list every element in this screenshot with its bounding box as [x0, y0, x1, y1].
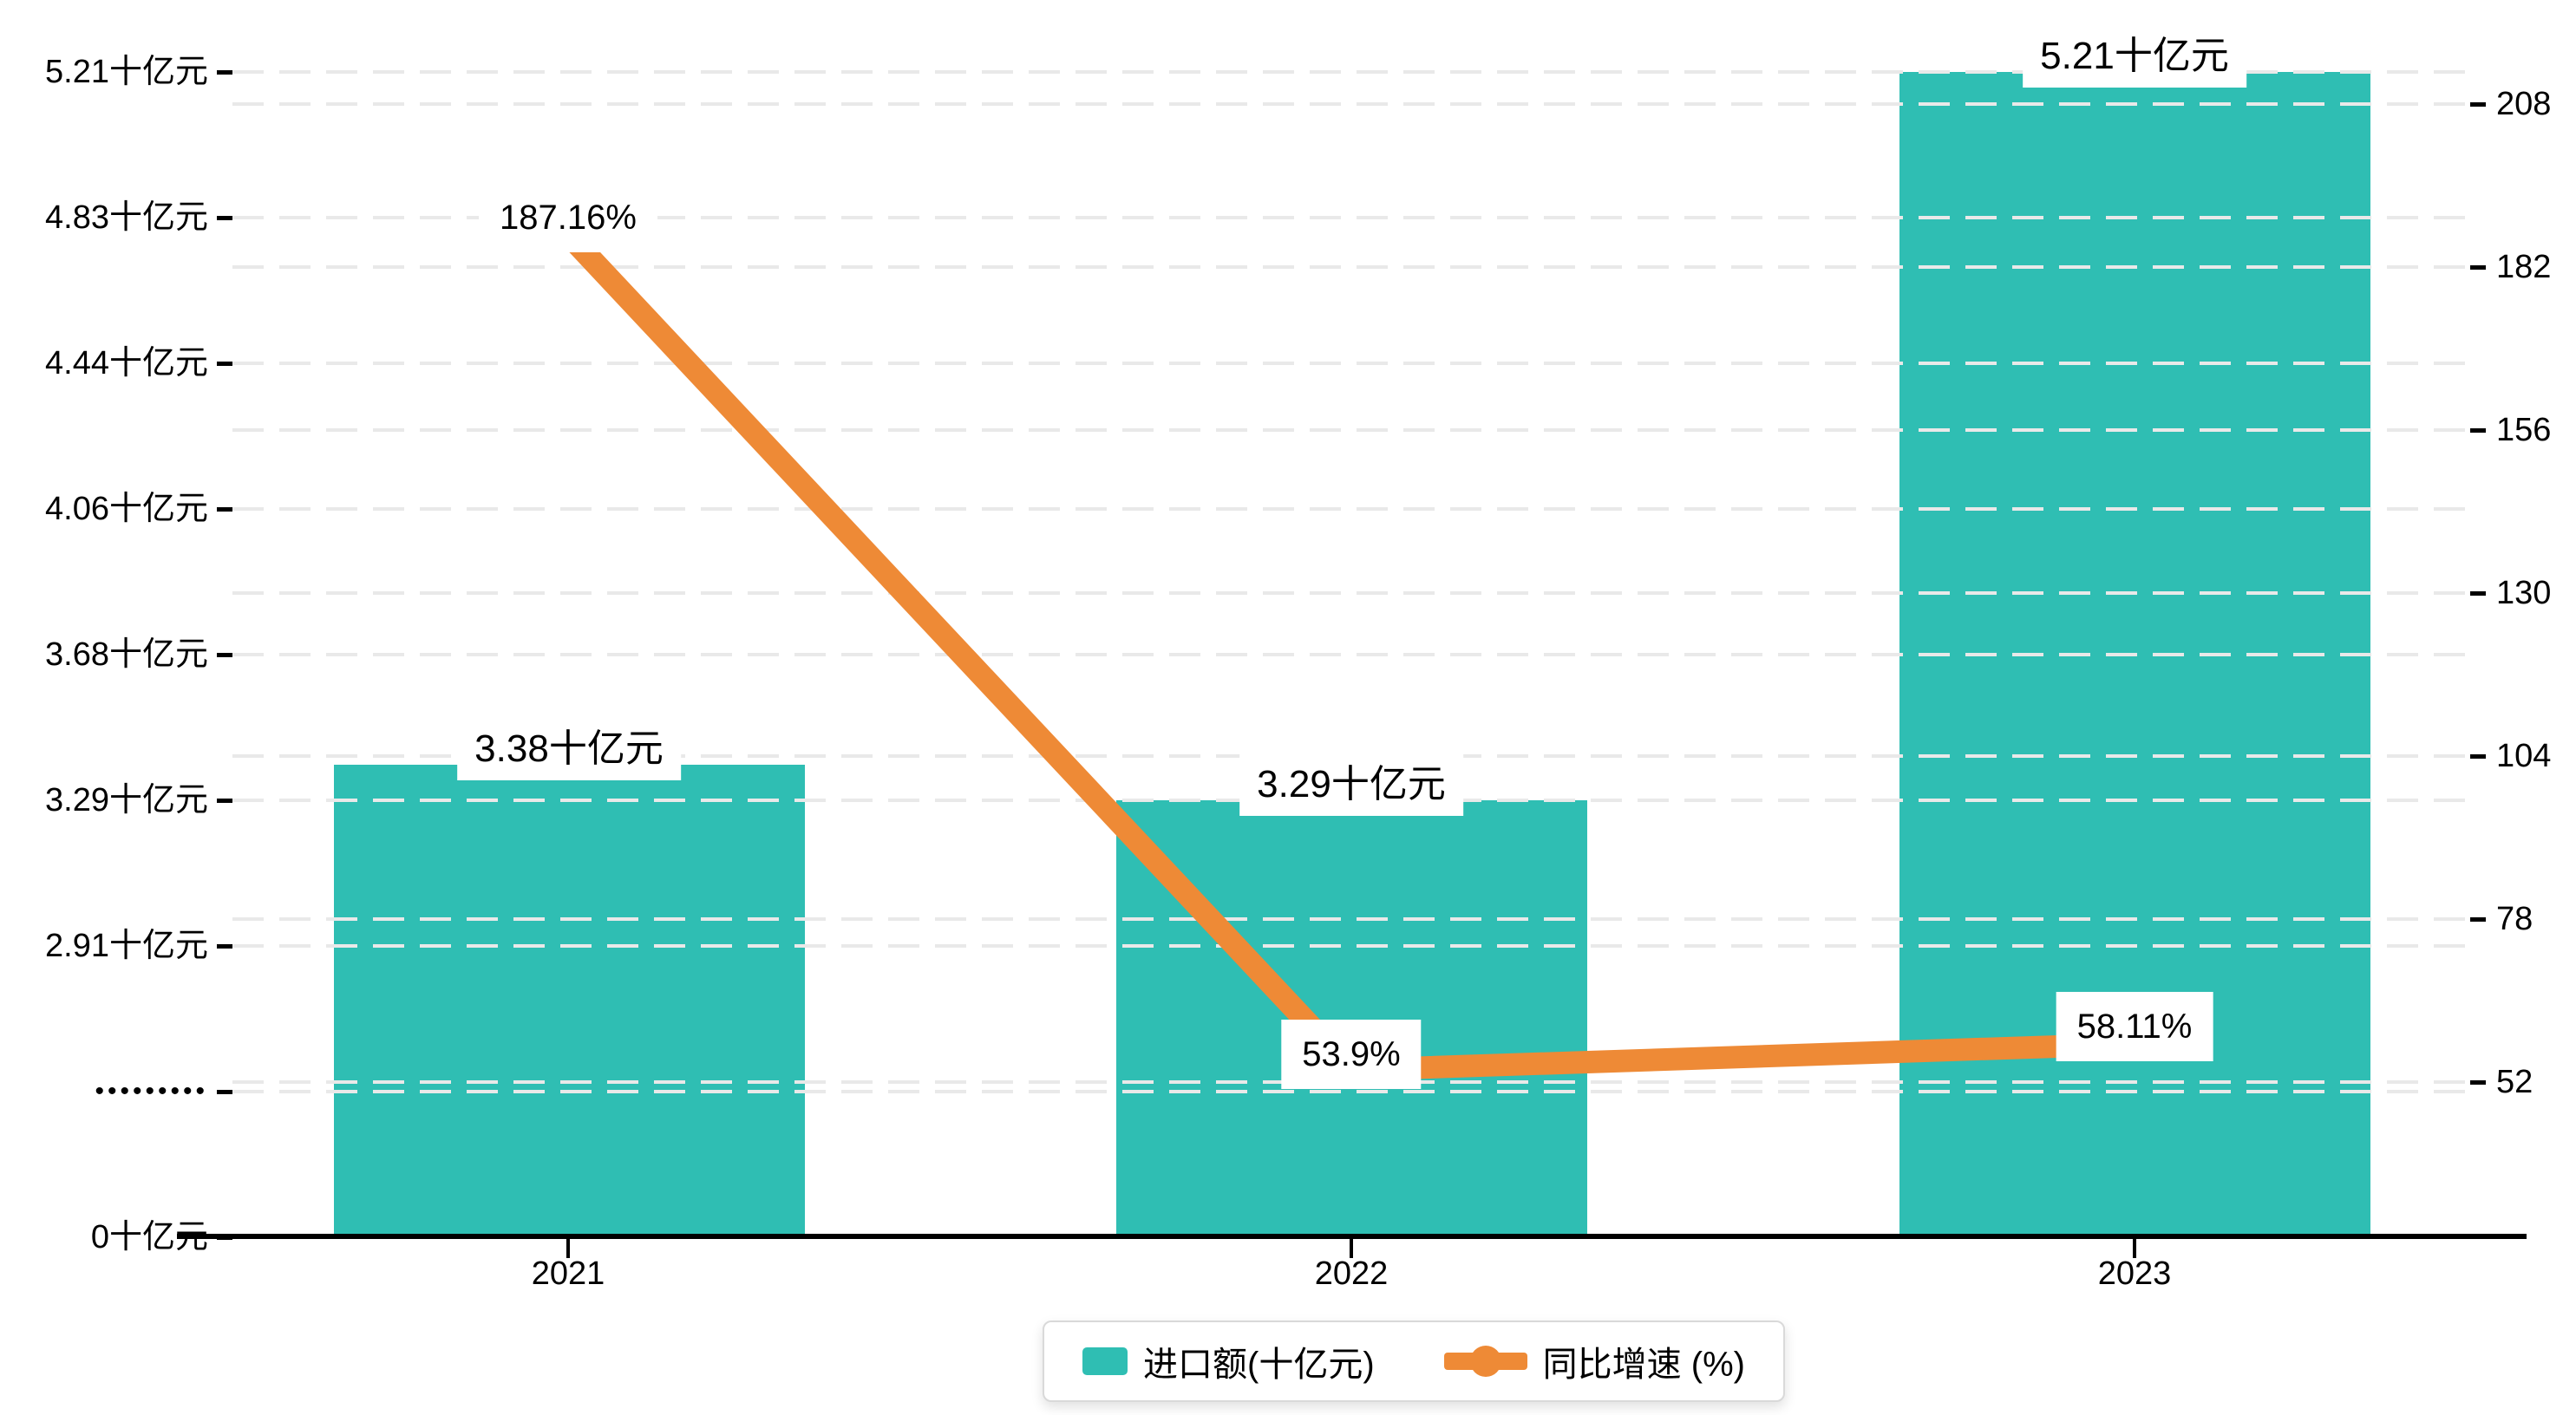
gridline-right-208 — [232, 102, 2474, 106]
right-axis-label-78: 78 — [2496, 901, 2534, 937]
x-tick-2023 — [2133, 1239, 2136, 1258]
right-tick — [2470, 428, 2486, 433]
right-tick — [2470, 591, 2486, 596]
x-label-2022: 2022 — [1314, 1255, 1389, 1292]
right-tick — [2470, 917, 2486, 922]
right-axis-label-156: 156 — [2496, 412, 2552, 448]
right-axis-label-130: 130 — [2496, 575, 2552, 611]
right-tick — [2470, 265, 2486, 270]
gridline-left-2.91 — [232, 944, 2474, 948]
left-axis-label-3.29: 3.29十亿元 — [45, 782, 208, 818]
gridline-left-5.21 — [232, 70, 2474, 74]
line-series-swatch-icon — [1443, 1344, 1527, 1379]
legend: 进口额(十亿元) 同比增速 (%) — [1043, 1320, 1785, 1402]
legend-item-import-value[interactable]: 进口额(十亿元) — [1082, 1336, 1375, 1386]
right-tick — [2470, 1080, 2486, 1085]
x-tick-2021 — [566, 1239, 570, 1258]
left-axis-label-2.91: 2.91十亿元 — [45, 928, 208, 964]
line-label-2023: 58.11% — [2056, 992, 2213, 1061]
x-label-2021: 2021 — [531, 1255, 605, 1292]
right-axis-label-182: 182 — [2496, 249, 2552, 285]
gridline-right-130 — [232, 591, 2474, 595]
right-axis-label-208: 208 — [2496, 86, 2552, 122]
left-tick — [217, 1236, 232, 1240]
left-axis-break-marker: ••••••••• — [95, 1077, 208, 1105]
left-tick — [217, 799, 232, 803]
gridline-left-break — [232, 1090, 2474, 1093]
growth-line — [560, 227, 2135, 1081]
bar-2021[interactable] — [334, 765, 805, 1234]
right-tick — [2470, 102, 2486, 107]
left-axis-label-0: 0十亿元 — [90, 1219, 208, 1255]
left-tick — [217, 216, 232, 220]
left-tick — [217, 507, 232, 512]
x-axis-line — [177, 1234, 2527, 1239]
gridline-left-4.06 — [232, 507, 2474, 511]
left-tick — [217, 70, 232, 75]
bar-label-2022: 3.29十亿元 — [1239, 753, 1463, 816]
legend-item-growth-rate[interactable]: 同比增速 (%) — [1443, 1336, 1745, 1386]
left-axis-label-3.68: 3.68十亿元 — [45, 636, 208, 673]
bar-2022[interactable] — [1116, 800, 1587, 1234]
legend-label-import-value: 进口额(十亿元) — [1143, 1346, 1375, 1384]
bar-label-2023: 5.21十亿元 — [2023, 25, 2246, 88]
left-tick — [217, 653, 232, 657]
right-axis-label-104: 104 — [2496, 738, 2552, 774]
x-tick-2022 — [1350, 1239, 1353, 1258]
gridline-left-3.68 — [232, 653, 2474, 656]
line-label-2021: 187.16% — [479, 183, 657, 252]
right-tick — [2470, 754, 2486, 759]
line-label-2022: 53.9% — [1281, 1020, 1422, 1089]
legend-label-growth-rate: 同比增速 (%) — [1542, 1346, 1745, 1384]
right-axis-label-52: 52 — [2496, 1064, 2534, 1100]
left-axis-label-4.83: 4.83十亿元 — [45, 199, 208, 236]
left-tick — [217, 1090, 232, 1094]
bar-label-2021: 3.38十亿元 — [457, 718, 681, 780]
gridline-left-4.44 — [232, 362, 2474, 365]
left-axis-label-5.21: 5.21十亿元 — [45, 54, 208, 90]
gridline-right-78 — [232, 917, 2474, 921]
gridline-right-156 — [232, 428, 2474, 432]
left-tick — [217, 362, 232, 366]
gridline-right-182 — [232, 265, 2474, 269]
left-axis-label-4.44: 4.44十亿元 — [45, 345, 208, 381]
x-label-2023: 2023 — [2097, 1255, 2172, 1292]
gridline-left-4.83 — [232, 216, 2474, 219]
left-axis-label-4.06: 4.06十亿元 — [45, 491, 208, 527]
left-tick — [217, 944, 232, 949]
bar-series-swatch-icon — [1082, 1347, 1128, 1375]
